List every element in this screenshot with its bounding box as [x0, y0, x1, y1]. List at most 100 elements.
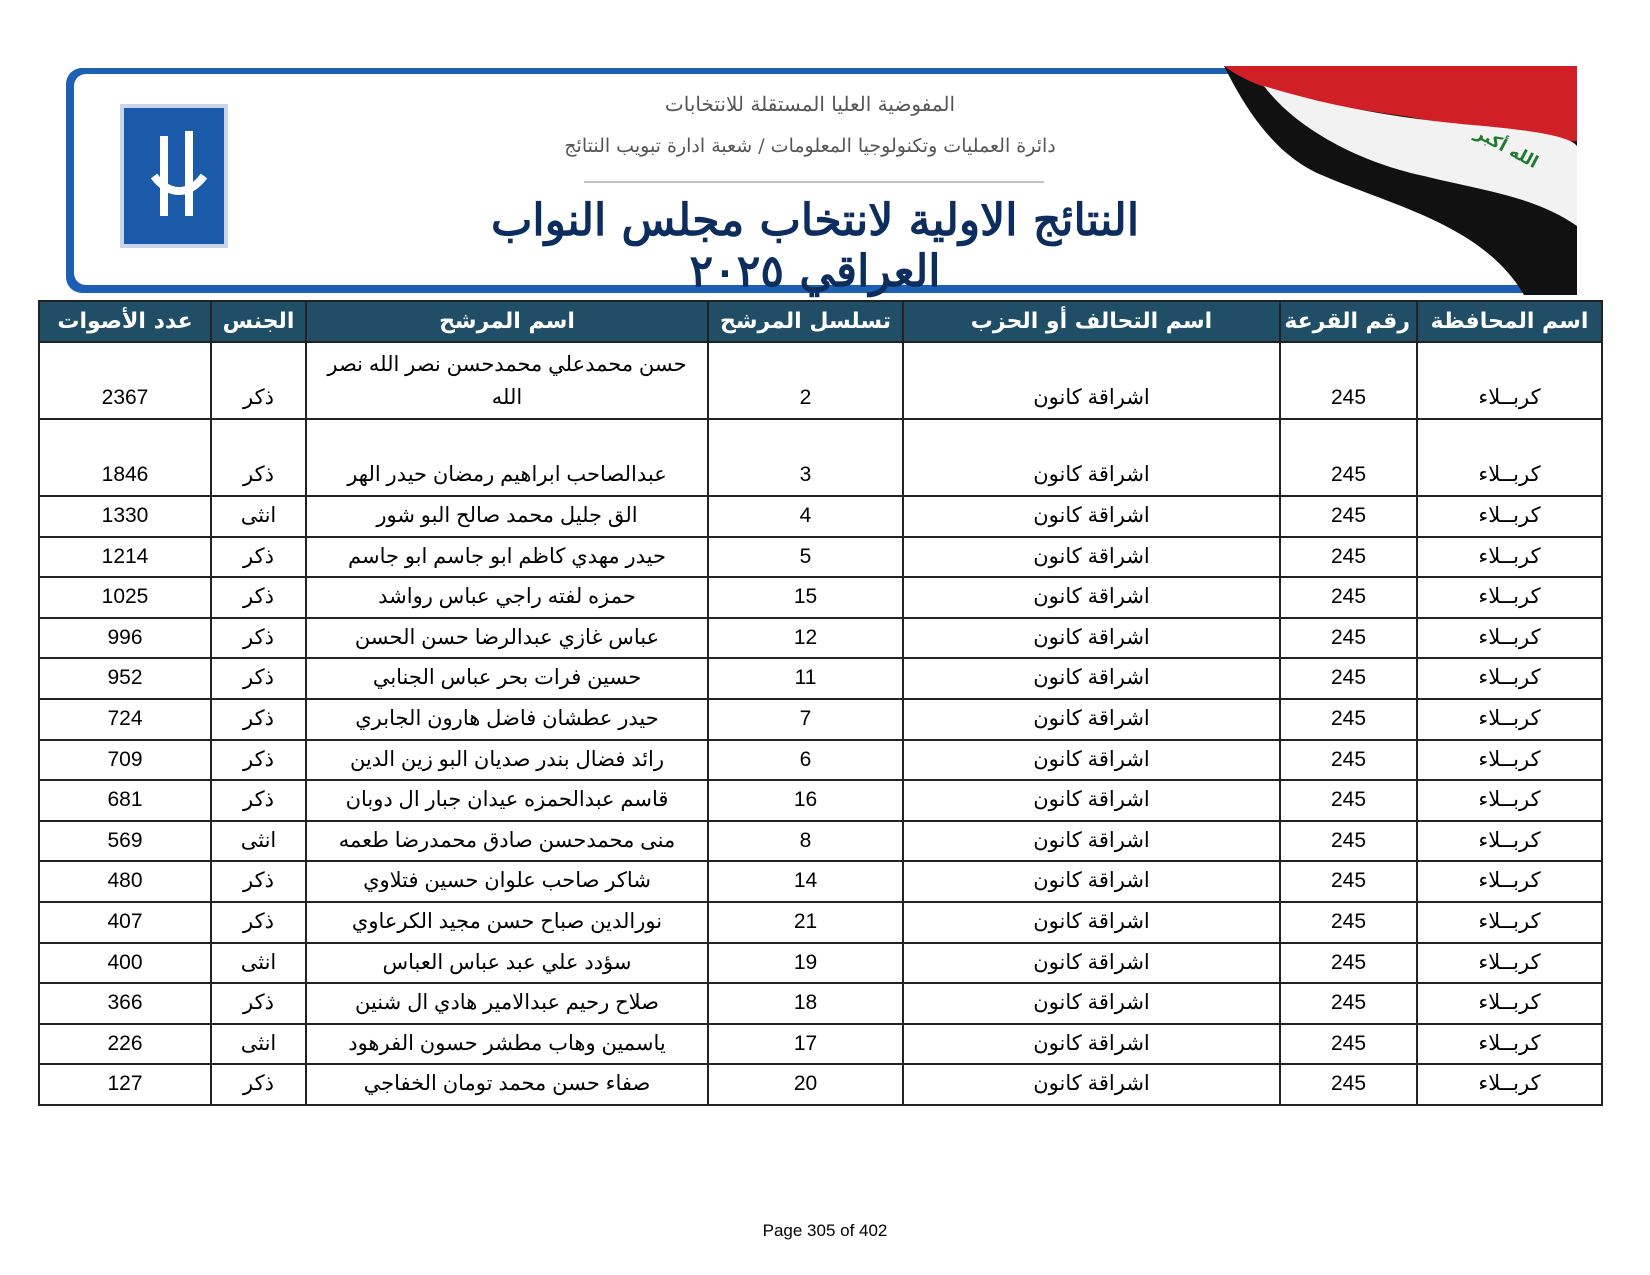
- table-cell: 480: [38, 860, 212, 903]
- org-name: المفوضية العليا المستقلة للانتخابات: [664, 92, 956, 116]
- table-cell: اشراقة كانون: [902, 418, 1281, 497]
- table-cell: ذكر: [210, 616, 307, 660]
- table-cell: اشراقة كانون: [902, 341, 1281, 420]
- table-cell: 681: [38, 779, 212, 822]
- table-cell: ذكر: [210, 418, 307, 497]
- table-cell: اشراقة كانون: [902, 860, 1281, 903]
- table-cell: 245: [1279, 576, 1418, 619]
- table-cell: 1846: [38, 418, 212, 497]
- table-cell: 245: [1279, 1022, 1418, 1066]
- table-cell: اشراقة كانون: [902, 697, 1281, 741]
- table-row: كربــلاء 245 اشراقة كانون 7 حيدر عطشان فاضل …: [38, 697, 1603, 741]
- table-cell: 16: [707, 779, 904, 822]
- table-cell: كربــلاء: [1416, 860, 1603, 903]
- table-cell: 7: [707, 697, 904, 741]
- table-cell: اشراقة كانون: [902, 495, 1281, 538]
- table-cell: اشراقة كانون: [902, 657, 1281, 700]
- table-cell: كربــلاء: [1416, 495, 1603, 538]
- table-cell: كربــلاء: [1416, 779, 1603, 822]
- table-cell: كربــلاء: [1416, 982, 1603, 1025]
- column-header: عدد الأصوات: [38, 300, 212, 343]
- table-row: كربــلاء 245 اشراقة كانون 4 الق جليل محمد صا…: [38, 495, 1603, 538]
- table-cell: اشراقة كانون: [902, 982, 1281, 1025]
- table-cell: 245: [1279, 779, 1418, 822]
- table-cell: حسن محمدعلي محمدحسن نصر الله نصر الله: [305, 341, 709, 420]
- table-cell: اشراقة كانون: [902, 1022, 1281, 1066]
- table-cell: ذكر: [210, 535, 307, 579]
- banner-inner: [74, 74, 1567, 285]
- table-cell: 245: [1279, 495, 1418, 538]
- results-table: اسم المحافظة رقم القرعة اسم التحالف أو الح…: [38, 300, 1603, 1106]
- page-number: Page 305 of 402: [762, 1221, 888, 1240]
- table-cell: 245: [1279, 941, 1418, 985]
- table-cell: 407: [38, 900, 212, 944]
- table-cell: 127: [38, 1063, 212, 1106]
- table-cell: اشراقة كانون: [902, 900, 1281, 944]
- table-cell: ذكر: [210, 982, 307, 1025]
- table-cell: 245: [1279, 341, 1418, 420]
- table-cell: 4: [707, 495, 904, 538]
- table-cell: 1025: [38, 576, 212, 619]
- page-title: النتائج الاولية لانتخاب مجلس النواب العر…: [490, 195, 1140, 297]
- flag-red: [1224, 66, 1577, 142]
- table-row: كربــلاء 245 اشراقة كانون 14 شاكر صاحب علوان…: [38, 860, 1603, 903]
- table-cell: 952: [38, 657, 212, 700]
- table-cell: كربــلاء: [1416, 1063, 1603, 1106]
- table-cell: ذكر: [210, 779, 307, 822]
- table-cell: 5: [707, 535, 904, 579]
- table-cell: اشراقة كانون: [902, 1063, 1281, 1106]
- table-cell: ذكر: [210, 576, 307, 619]
- table-row: كربــلاء 245 اشراقة كانون 18 صلاح رحيم عبدال…: [38, 982, 1603, 1025]
- table-cell: 245: [1279, 657, 1418, 700]
- table-cell: الق جليل محمد صالح البو شور: [305, 495, 709, 538]
- table-cell: 8: [707, 819, 904, 863]
- table-row: كربــلاء 245 اشراقة كانون 2 حسن محمدعلي محمد…: [38, 341, 1603, 420]
- table-cell: انثى: [210, 941, 307, 985]
- table-row: كربــلاء 245 اشراقة كانون 20 صفاء حسن محمد ت…: [38, 1063, 1603, 1106]
- table-cell: 245: [1279, 418, 1418, 497]
- table-cell: انثى: [210, 819, 307, 863]
- table-row: كربــلاء 245 اشراقة كانون 8 منى محمدحسن صادق…: [38, 819, 1603, 863]
- table-cell: كربــلاء: [1416, 738, 1603, 782]
- table-cell: ذكر: [210, 1063, 307, 1106]
- department: دائرة العمليات وتكنولوجيا المعلومات / شع…: [564, 135, 1056, 157]
- table-cell: كربــلاء: [1416, 341, 1603, 420]
- table-cell: انثى: [210, 495, 307, 538]
- table-cell: ذكر: [210, 860, 307, 903]
- table-cell: اشراقة كانون: [902, 738, 1281, 782]
- column-header: تسلسل المرشح: [707, 300, 904, 343]
- table-row: كربــلاء 245 اشراقة كانون 11 حسين فرات بحر ع…: [38, 657, 1603, 700]
- table-cell: 15: [707, 576, 904, 619]
- table-cell: 21: [707, 900, 904, 944]
- table-cell: كربــلاء: [1416, 535, 1603, 579]
- table-body: كربــلاء 245 اشراقة كانون 2 حسن محمدعلي محمد…: [38, 341, 1603, 1106]
- table-cell: اشراقة كانون: [902, 576, 1281, 619]
- table-cell: 245: [1279, 697, 1418, 741]
- table-cell: كربــلاء: [1416, 616, 1603, 660]
- table-cell: منى محمدحسن صادق محمدرضا طعمه: [305, 819, 709, 863]
- table-cell: انثى: [210, 1022, 307, 1066]
- table-cell: حسين فرات بحر عباس الجنابي: [305, 657, 709, 700]
- column-header: رقم القرعة: [1279, 300, 1418, 343]
- table-cell: اشراقة كانون: [902, 779, 1281, 822]
- table-cell: ذكر: [210, 900, 307, 944]
- table-cell: حيدر عطشان فاضل هارون الجابري: [305, 697, 709, 741]
- table-cell: 400: [38, 941, 212, 985]
- table-cell: ذكر: [210, 738, 307, 782]
- table-cell: 3: [707, 418, 904, 497]
- table-cell: 14: [707, 860, 904, 903]
- table-row: كربــلاء 245 اشراقة كانون 19 سؤدد علي عبد عب…: [38, 941, 1603, 985]
- table-row: كربــلاء 245 اشراقة كانون 15 حمزه لفته راجي …: [38, 576, 1603, 619]
- table-cell: 245: [1279, 982, 1418, 1025]
- table-cell: 1330: [38, 495, 212, 538]
- table-cell: 366: [38, 982, 212, 1025]
- table-cell: شاكر صاحب علوان حسين فتلاوي: [305, 860, 709, 903]
- table-cell: ياسمين وهاب مطشر حسون الفرهود: [305, 1022, 709, 1066]
- table-row: كربــلاء 245 اشراقة كانون 17 ياسمين وهاب مطش…: [38, 1022, 1603, 1066]
- table-cell: اشراقة كانون: [902, 819, 1281, 863]
- table-cell: اشراقة كانون: [902, 616, 1281, 660]
- table-cell: كربــلاء: [1416, 819, 1603, 863]
- table-cell: 19: [707, 941, 904, 985]
- table-cell: 2: [707, 341, 904, 420]
